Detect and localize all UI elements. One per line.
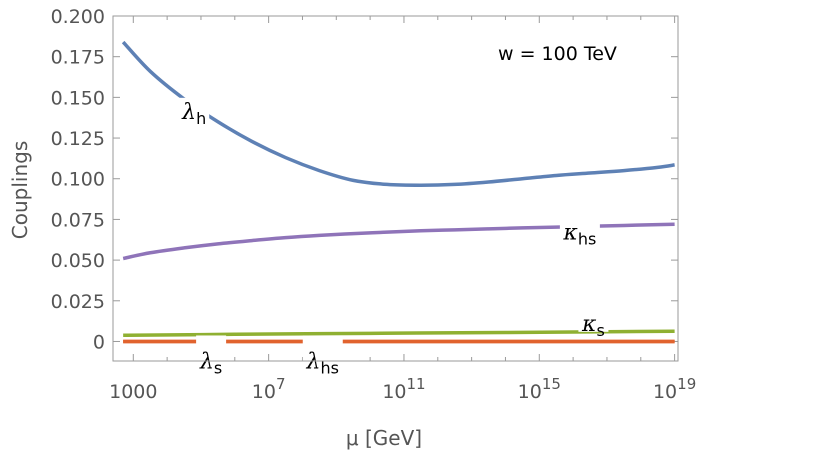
curve-label-symbol: κ	[562, 220, 578, 245]
annotation-w-value: w = 100 TeV	[498, 43, 617, 65]
curve-label-subscript: s	[596, 321, 604, 340]
curve-label-kappa_hs: κhs	[562, 220, 596, 248]
curve-label-subscript: s	[214, 358, 222, 377]
y-tick-label: 0.025	[51, 291, 105, 313]
curve-label-subscript: hs	[578, 229, 596, 248]
label-gap-kappa_s	[578, 309, 609, 332]
label-gap-lambda_h	[179, 97, 210, 120]
curve-label-kappa_s: κs	[581, 312, 605, 340]
y-tick-label: 0.075	[51, 209, 105, 231]
y-axis-label: Couplings	[8, 141, 32, 239]
y-tick-label: 0.050	[51, 250, 105, 272]
curve-label-lambda_s: λs	[199, 349, 222, 377]
x-axis-label: μ [GeV]	[346, 426, 422, 450]
curve-label-symbol: λ	[306, 349, 321, 374]
x-tick-label: 1015	[518, 375, 561, 403]
x-tick-base: 10	[252, 381, 276, 403]
curve-label-lambda_hs: λhs	[306, 349, 339, 377]
x-tick-exponent: 11	[407, 375, 426, 393]
curve-label-symbol: λ	[181, 100, 196, 125]
x-tick-label: 1019	[653, 375, 696, 403]
label-gap-lambda_s	[196, 335, 227, 370]
x-tick-exponent: 15	[542, 375, 561, 393]
y-tick-label: 0.150	[51, 87, 105, 109]
x-tick-exponent: 7	[276, 375, 286, 393]
label-gap-kappa_hs	[559, 218, 600, 241]
curve-label-lambda_h: λh	[181, 100, 206, 128]
y-axis-ticks: 0 0.025 0.050 0.075 0.100 0.125 0.150 0.175 0.20…	[51, 6, 678, 353]
x-tick-exponent: 19	[677, 375, 696, 393]
plot-frame	[112, 15, 679, 362]
x-tick-base: 1000	[109, 381, 157, 403]
y-tick-label: 0.125	[51, 128, 105, 150]
x-tick-base: 10	[382, 381, 406, 403]
y-tick-label: 0.175	[51, 47, 105, 69]
y-tick-label: 0	[93, 331, 105, 353]
y-tick-label: 0.100	[51, 169, 105, 191]
curve-label-symbol: κ	[581, 312, 597, 337]
curve-label-subscript: hs	[320, 358, 338, 377]
x-tick-base: 10	[653, 381, 677, 403]
x-tick-label: 1000	[109, 381, 157, 403]
curve-label-subscript: h	[196, 109, 206, 128]
label-gap-lambda_hs	[302, 335, 343, 370]
x-axis-ticks: 1000 107 1011 1015 1019	[109, 16, 696, 403]
x-tick-label: 107	[252, 375, 286, 403]
series-curves	[121, 40, 675, 344]
series-line-lambda_h	[121, 40, 675, 188]
y-tick-label: 0.200	[51, 6, 105, 28]
curve-label-symbol: λ	[199, 349, 214, 374]
x-tick-label: 1011	[382, 375, 425, 403]
x-tick-base: 10	[518, 381, 542, 403]
